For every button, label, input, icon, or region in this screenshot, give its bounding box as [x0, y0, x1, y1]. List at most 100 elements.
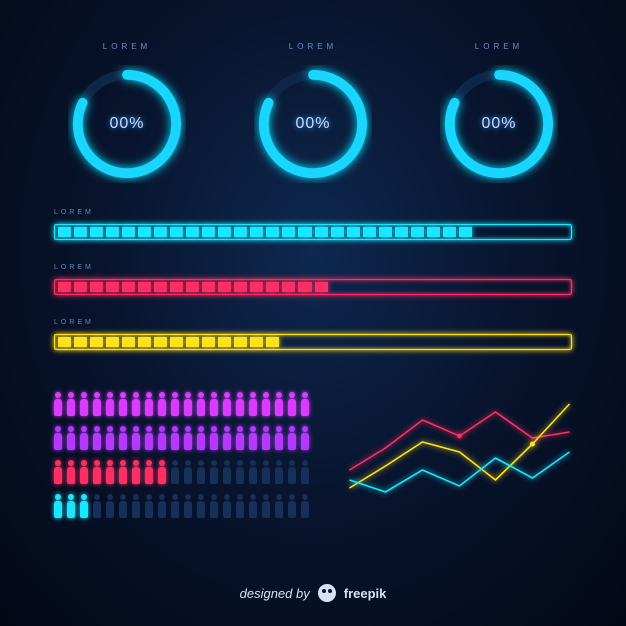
bar-segment — [122, 282, 135, 292]
footer-prefix: designed by — [240, 586, 310, 601]
bar-segment — [202, 227, 215, 237]
bar-segment — [459, 227, 472, 237]
bar-segment — [411, 337, 424, 347]
bar-segment — [250, 227, 263, 237]
person-icon — [182, 494, 194, 520]
person-icon — [299, 426, 311, 452]
gauge-label: LOREM — [103, 42, 151, 51]
bar-segment — [331, 282, 344, 292]
bar-segment — [74, 227, 87, 237]
bar-segment — [282, 227, 295, 237]
person-icon — [299, 392, 311, 418]
bar-segment — [443, 227, 456, 237]
bar-segment — [122, 227, 135, 237]
bar-segment — [555, 337, 568, 347]
gauge-label: LOREM — [289, 42, 337, 51]
bar-segment — [266, 337, 279, 347]
person-icon — [91, 392, 103, 418]
person-icon — [273, 494, 285, 520]
bar-segment — [539, 227, 552, 237]
bar-segment — [266, 227, 279, 237]
line-chart-svg — [345, 392, 574, 502]
bar-segment — [347, 282, 360, 292]
bar-segment — [298, 227, 311, 237]
bar-segment — [234, 337, 247, 347]
person-icon — [247, 426, 259, 452]
person-icon — [286, 392, 298, 418]
gauge-2: LOREM00% — [424, 42, 574, 183]
person-icon — [221, 494, 233, 520]
bar-segment — [170, 227, 183, 237]
people-row-2 — [52, 460, 311, 486]
bar-segment — [507, 282, 520, 292]
bar-segment — [186, 282, 199, 292]
person-icon — [65, 426, 77, 452]
bar-segment — [379, 337, 392, 347]
person-icon — [169, 460, 181, 486]
line-mini-chart — [345, 392, 574, 502]
bar-segment — [475, 227, 488, 237]
bar-segment — [218, 282, 231, 292]
bar-label: LOREM — [54, 319, 572, 326]
bar-segment — [363, 282, 376, 292]
bar-track — [54, 279, 572, 295]
person-icon — [247, 460, 259, 486]
person-icon — [117, 426, 129, 452]
bar-segment — [122, 337, 135, 347]
bar-segment — [170, 282, 183, 292]
bar-segment — [186, 227, 199, 237]
bar-1: LOREM — [54, 264, 572, 295]
person-icon — [169, 426, 181, 452]
bar-segment — [138, 227, 151, 237]
person-icon — [182, 392, 194, 418]
person-icon — [130, 494, 142, 520]
bar-segment — [395, 337, 408, 347]
person-icon — [195, 494, 207, 520]
bar-segment — [170, 337, 183, 347]
bar-segment — [507, 337, 520, 347]
person-icon — [156, 460, 168, 486]
line-series-2 — [350, 452, 570, 492]
gauge-value: 00% — [440, 65, 558, 183]
bar-segment — [331, 227, 344, 237]
bar-segment — [491, 337, 504, 347]
bar-segment — [555, 282, 568, 292]
gauge-ring: 00% — [254, 65, 372, 183]
gauge-value: 00% — [254, 65, 372, 183]
person-icon — [130, 460, 142, 486]
gauge-1: LOREM 00% — [238, 42, 388, 183]
person-icon — [104, 494, 116, 520]
person-icon — [143, 494, 155, 520]
bar-segment — [539, 282, 552, 292]
person-icon — [234, 392, 246, 418]
person-icon — [234, 494, 246, 520]
person-icon — [273, 392, 285, 418]
gauge-ring: 00% — [440, 65, 558, 183]
person-icon — [260, 460, 272, 486]
bar-segment — [218, 337, 231, 347]
bar-segment — [507, 227, 520, 237]
line-dot — [530, 442, 535, 447]
bar-segment — [459, 337, 472, 347]
person-icon — [195, 392, 207, 418]
bar-segment — [282, 282, 295, 292]
freepik-logo-icon — [318, 584, 336, 602]
person-icon — [299, 494, 311, 520]
bar-segment — [475, 282, 488, 292]
person-icon — [208, 426, 220, 452]
bar-segment — [379, 227, 392, 237]
bar-segment — [331, 337, 344, 347]
person-icon — [91, 494, 103, 520]
line-series-0 — [350, 412, 570, 470]
person-icon — [234, 460, 246, 486]
person-icon — [273, 426, 285, 452]
bar-segment — [138, 282, 151, 292]
bar-segment — [58, 337, 71, 347]
bar-segment — [539, 337, 552, 347]
progress-bar-section: LOREMLOREMLOREM — [0, 183, 626, 350]
people-row-1 — [52, 426, 311, 452]
people-pictogram — [52, 392, 311, 520]
gauge-ring: 00% — [68, 65, 186, 183]
bar-segment — [282, 337, 295, 347]
bar-segment — [491, 282, 504, 292]
